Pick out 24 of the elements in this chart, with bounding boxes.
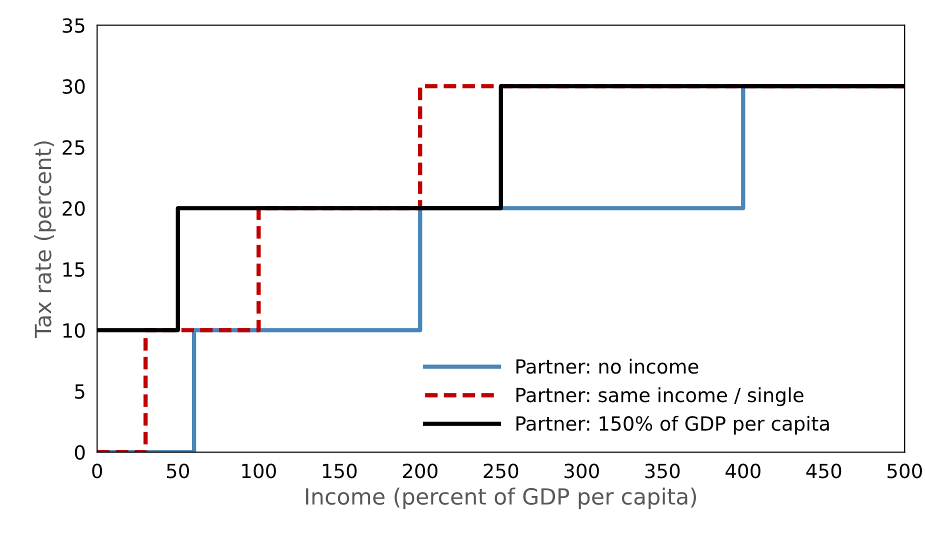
x-tick-label: 500 bbox=[888, 464, 922, 478]
x-tick-label: 400 bbox=[726, 464, 760, 478]
x-axis-title: Income (percent of GDP per capita) bbox=[306, 488, 696, 510]
x-tick-label: 250 bbox=[484, 464, 518, 478]
y-tick-label: 30 bbox=[62, 79, 85, 94]
legend-label: Partner: no income bbox=[516, 358, 698, 374]
y-tick-label: 35 bbox=[62, 18, 84, 33]
y-tick-label: 20 bbox=[62, 201, 85, 216]
legend-label: Partner: same income / single bbox=[516, 387, 804, 406]
legend-label: Partner: 150% of GDP per capita bbox=[516, 416, 829, 435]
x-tick-label: 50 bbox=[167, 464, 189, 478]
y-axis-title: Tax rate (percent) bbox=[34, 141, 56, 338]
y-tick-label: 5 bbox=[75, 384, 84, 399]
x-tick-label: 100 bbox=[242, 464, 276, 478]
y-tick-label: 15 bbox=[63, 262, 84, 277]
y-tick-label: 25 bbox=[62, 140, 84, 155]
x-tick-label: 300 bbox=[564, 464, 599, 478]
x-tick-label: 200 bbox=[403, 464, 438, 478]
y-tick-label: 10 bbox=[63, 323, 85, 338]
x-tick-label: 0 bbox=[92, 464, 102, 478]
y-tick-label: 0 bbox=[74, 445, 85, 460]
x-tick-label: 350 bbox=[645, 464, 680, 478]
x-tick-label: 450 bbox=[806, 464, 842, 478]
x-tick-label: 150 bbox=[322, 464, 357, 478]
